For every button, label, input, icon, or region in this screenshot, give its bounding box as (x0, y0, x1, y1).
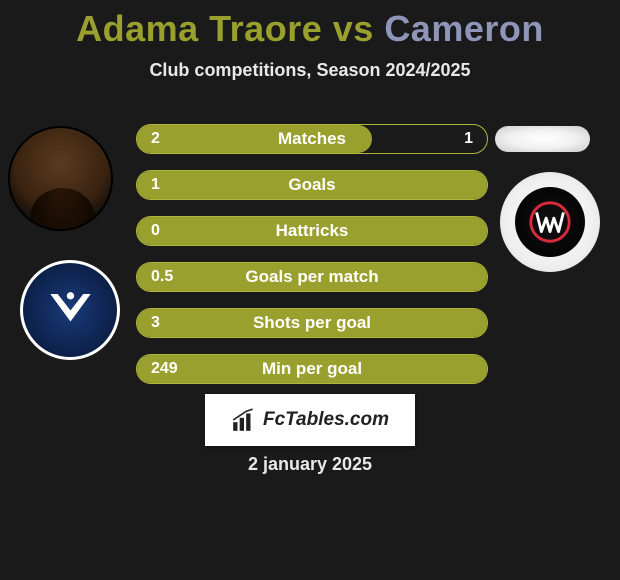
stat-left-value: 2 (151, 130, 160, 148)
stat-row: 249 Min per goal (136, 354, 488, 384)
wanderers-w-icon (527, 199, 573, 245)
stat-label: Shots per goal (253, 313, 371, 333)
stat-label: Min per goal (262, 359, 362, 379)
stat-left-value: 3 (151, 314, 160, 332)
page-title: Adama Traore vs Cameron (0, 0, 620, 50)
stat-row: 3 Shots per goal (136, 308, 488, 338)
stat-label: Matches (278, 129, 346, 149)
club-right-badge (500, 172, 600, 272)
player-right-avatar-slot (495, 126, 590, 152)
date-text: 2 january 2025 (0, 454, 620, 475)
stats-panel: 2 Matches 1 1 Goals 0 Hattricks 0.5 Goals per ma… (136, 124, 488, 400)
player-left-avatar (8, 126, 113, 231)
bar-chart-icon (231, 407, 257, 433)
stat-label: Goals per match (245, 267, 378, 287)
stat-row: 0 Hattricks (136, 216, 488, 246)
club-left-badge (20, 260, 120, 360)
stat-row: 2 Matches 1 (136, 124, 488, 154)
stat-left-value: 249 (151, 360, 178, 378)
subtitle: Club competitions, Season 2024/2025 (0, 60, 620, 81)
brand-badge: FcTables.com (205, 394, 415, 446)
brand-text: FcTables.com (263, 409, 389, 431)
title-vs: vs (333, 8, 374, 49)
stat-left-value: 1 (151, 176, 160, 194)
title-player-right: Cameron (384, 8, 544, 49)
title-player-left: Adama Traore (76, 8, 322, 49)
stat-left-value: 0.5 (151, 268, 173, 286)
victory-chevron-icon (43, 283, 98, 338)
stat-label: Goals (288, 175, 335, 195)
stat-row: 0.5 Goals per match (136, 262, 488, 292)
stat-right-value: 1 (464, 130, 473, 148)
stat-left-value: 0 (151, 222, 160, 240)
stat-label: Hattricks (276, 221, 349, 241)
stat-row: 1 Goals (136, 170, 488, 200)
